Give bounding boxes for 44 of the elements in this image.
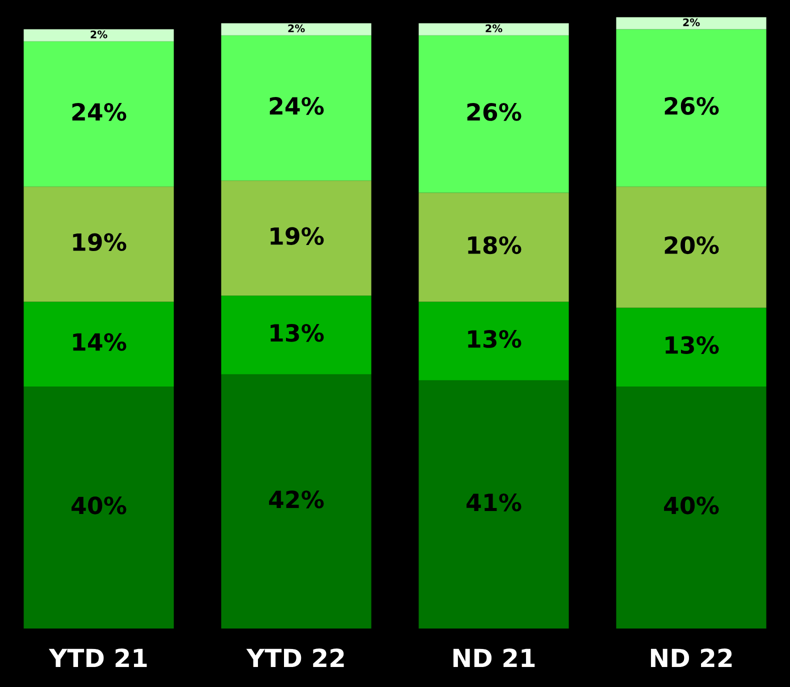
data-label: 2%: [90, 30, 108, 38]
data-label: 24%: [270, 96, 324, 115]
data-label: 14%: [73, 333, 126, 351]
bar: [221, 296, 372, 374]
x-tick-label: YTD 21: [48, 648, 147, 668]
data-label: 2%: [288, 24, 305, 32]
data-label: 19%: [73, 233, 126, 252]
x-tick-label: YTD 22: [246, 648, 344, 668]
data-label: 26%: [467, 103, 522, 121]
bar: [418, 35, 569, 193]
data-label: 40%: [664, 496, 719, 514]
data-label: 40%: [72, 496, 126, 514]
bar: [221, 180, 372, 296]
x-tick-label: ND 21: [453, 648, 535, 668]
bar: [221, 35, 372, 181]
bar: [418, 380, 569, 629]
bar: [616, 17, 766, 30]
bar: [221, 23, 372, 36]
data-label: 20%: [664, 236, 719, 254]
data-label: 13%: [270, 324, 324, 342]
bar: [418, 23, 569, 36]
bar: [24, 41, 174, 187]
bar: [616, 29, 766, 187]
data-label: 13%: [666, 336, 719, 354]
bar: [24, 186, 174, 302]
bar: [24, 302, 174, 386]
data-label: 18%: [468, 236, 522, 254]
data-label: 19%: [270, 227, 324, 245]
data-label: 2%: [683, 18, 700, 26]
bar: [616, 386, 766, 629]
x-tick-label: ND 22: [650, 648, 732, 668]
data-label: 2%: [486, 24, 502, 32]
bar: [616, 186, 766, 308]
data-label: 41%: [466, 493, 522, 512]
bar: [24, 29, 174, 42]
bar: [418, 192, 569, 302]
bar: [24, 386, 174, 629]
data-label: 42%: [269, 490, 324, 508]
bar: [616, 308, 766, 386]
data-label: 13%: [468, 330, 522, 348]
bar: [221, 374, 372, 629]
data-label: 26%: [664, 96, 719, 115]
data-label: 24%: [72, 103, 126, 121]
bar: [418, 302, 569, 380]
